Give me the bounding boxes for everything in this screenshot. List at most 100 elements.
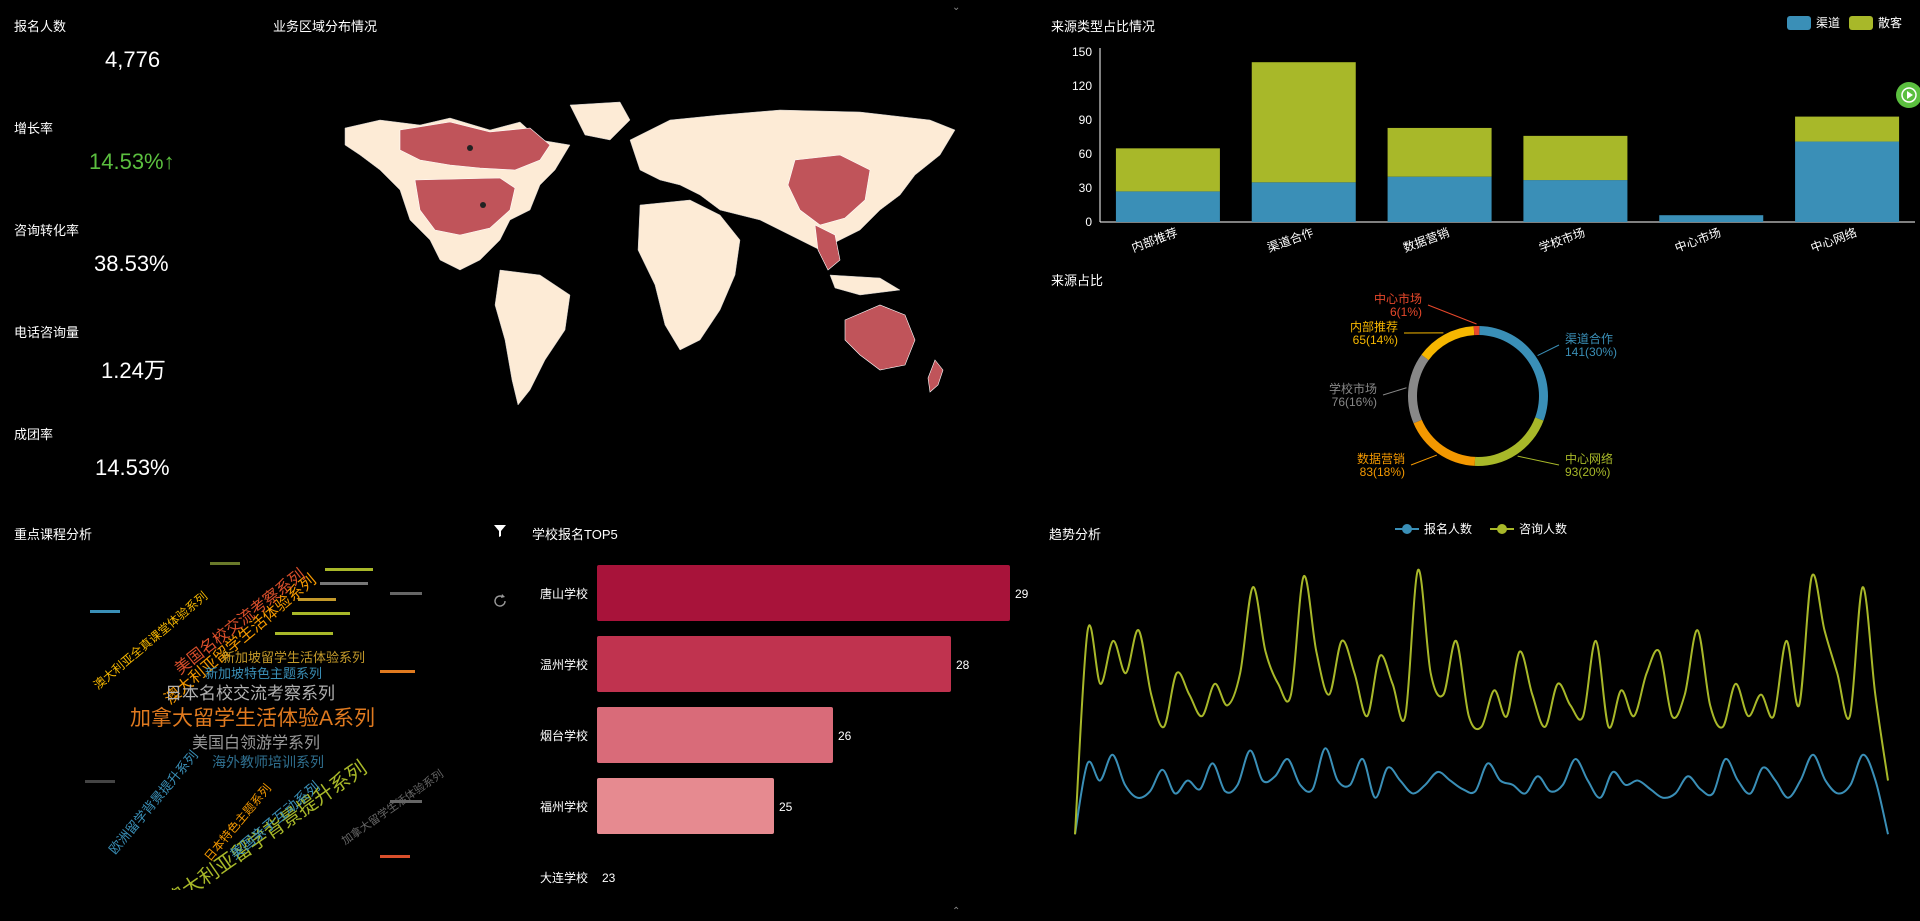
- kpi-label-growth: 增长率: [14, 121, 54, 136]
- y-tick-label: 90: [1079, 113, 1093, 127]
- donut-label-value: 76(16%): [1332, 395, 1377, 409]
- trend-chart: 报名人数 咨询人数: [1074, 521, 1889, 835]
- kpi-label-registrations: 报名人数: [14, 19, 67, 34]
- kpi-value-growth: 14.53%↑: [89, 149, 175, 174]
- legend-label: 渠道: [1816, 16, 1840, 30]
- donut-label-value: 93(20%): [1565, 465, 1610, 479]
- expand-bottom-icon[interactable]: ⌃: [952, 906, 961, 917]
- donut-slice: [1474, 417, 1544, 466]
- top5-value-label: 23: [602, 871, 616, 885]
- bar-segment: [1115, 148, 1220, 192]
- word-cloud-word: 日本名校交流考察系列: [165, 684, 335, 703]
- donut-slice: [1413, 419, 1476, 466]
- word-cloud-word: 新加坡特色主题系列: [205, 666, 322, 681]
- y-tick-label: 30: [1079, 181, 1093, 195]
- kpi-label-conversion: 咨询转化率: [14, 223, 80, 238]
- kpi-label-group-rate: 成团率: [14, 427, 54, 442]
- x-tick-label: 内部推荐: [1129, 225, 1179, 256]
- filter-icon[interactable]: [494, 525, 506, 537]
- map-region-southeast-asia: [814, 224, 841, 271]
- donut-leader-line: [1517, 455, 1560, 466]
- y-tick-label: 150: [1072, 45, 1092, 59]
- legend-swatch: [1787, 16, 1811, 30]
- kpi-value-calls: 1.24万: [101, 358, 166, 383]
- map-region-greenland: [569, 101, 631, 141]
- bar-segment: [1523, 135, 1628, 181]
- source-type-title: 来源类型占比情况: [1051, 19, 1156, 34]
- donut-label-name: 渠道合作: [1565, 331, 1613, 346]
- donut-slice: [1479, 326, 1548, 421]
- donut-label-name: 数据营销: [1357, 451, 1405, 466]
- bar-segment: [1387, 127, 1492, 177]
- trend-title: 趋势分析: [1049, 527, 1102, 542]
- course-analysis-title: 重点课程分析: [14, 527, 93, 542]
- course-word-cloud: 加拿大留学生活体验A系列 澳大利亚留学背景提升系列 澳大利亚留学生活体验系列 美…: [85, 562, 446, 890]
- bar-segment: [1251, 182, 1356, 222]
- bar-segment: [1523, 180, 1628, 222]
- top5-bar: [597, 565, 1010, 621]
- map-region-canada: [399, 121, 551, 171]
- donut-label-name: 内部推荐: [1350, 319, 1398, 334]
- word-cloud-word: 海外教师培训系列: [212, 754, 324, 770]
- donut-label-value: 83(18%): [1360, 465, 1405, 479]
- y-tick-label: 120: [1072, 79, 1092, 93]
- trend-series-line: [1074, 747, 1889, 835]
- top5-value-label: 26: [838, 729, 852, 743]
- top5-category-label: 福州学校: [540, 799, 588, 814]
- bar-segment: [1387, 176, 1492, 222]
- donut-leader-line: [1382, 387, 1407, 396]
- donut-leader-line: [1410, 454, 1437, 466]
- top5-category-label: 烟台学校: [540, 728, 588, 743]
- map-point-canada: [467, 145, 473, 151]
- x-tick-label: 学校市场: [1537, 225, 1587, 256]
- bar-segment: [1659, 215, 1764, 222]
- top5-value-label: 29: [1015, 587, 1029, 601]
- donut-label-name: 中心网络: [1565, 451, 1613, 466]
- x-tick-label: 数据营销: [1401, 225, 1451, 256]
- side-play-button[interactable]: [1896, 82, 1920, 108]
- kpi-value-conversion: 38.53%: [94, 251, 169, 276]
- legend-label: 散客: [1878, 15, 1902, 30]
- refresh-icon[interactable]: [493, 594, 507, 608]
- top5-value-label: 28: [956, 658, 970, 672]
- map-title: 业务区域分布情况: [273, 19, 378, 34]
- donut-label-name: 中心市场: [1374, 291, 1422, 306]
- donut-slice: [1421, 326, 1475, 361]
- donut-leader-line: [1427, 304, 1477, 325]
- top5-category-label: 温州学校: [540, 657, 588, 672]
- donut-label-value: 141(30%): [1565, 345, 1617, 359]
- top5-chart: 唐山学校 29 温州学校 28 烟台学校 26 福州学校 25 大连学校 23: [540, 565, 1029, 885]
- map-region-australia: [844, 304, 916, 371]
- word-cloud-word: 加拿大留学生活体验A系列: [130, 706, 375, 730]
- top5-category-label: 唐山学校: [540, 586, 588, 601]
- legend-marker: [1497, 524, 1507, 534]
- source-type-chart: 0 30 60 90 120 150 内部推荐 渠道合作 数据营销 学校市场 中心市场 中心网络 渠道 散…: [1072, 15, 1915, 256]
- map-point-usa: [480, 202, 486, 208]
- y-tick-label: 0: [1085, 215, 1092, 229]
- word-cloud-word: 美国白领游学系列: [192, 734, 320, 752]
- top5-bar: [597, 707, 833, 763]
- donut-label-value: 65(14%): [1353, 333, 1398, 347]
- x-tick-label: 中心市场: [1673, 225, 1723, 256]
- source-pie-title: 来源占比: [1051, 273, 1104, 288]
- word-cloud-word: 欧洲留学背景提升系列: [106, 748, 201, 857]
- word-cloud-word: 新加坡留学生活体验系列: [222, 650, 365, 665]
- kpi-value-group-rate: 14.53%: [95, 455, 170, 480]
- collapse-top-icon[interactable]: ⌄: [952, 2, 961, 13]
- x-tick-label: 渠道合作: [1265, 225, 1315, 256]
- donut-slice: [1473, 326, 1480, 336]
- play-icon: [1901, 87, 1917, 103]
- world-map[interactable]: [340, 100, 960, 420]
- legend-label: 咨询人数: [1519, 521, 1567, 536]
- map-region-africa: [637, 199, 741, 351]
- trend-series-line: [1074, 569, 1889, 835]
- donut-label-value: 6(1%): [1390, 305, 1422, 319]
- map-region-indonesia: [829, 274, 901, 296]
- map-region-south-america: [494, 269, 571, 406]
- top5-title: 学校报名TOP5: [532, 527, 618, 542]
- bar-segment: [1115, 191, 1220, 222]
- x-tick-label: 中心网络: [1808, 225, 1858, 256]
- top5-bar: [597, 778, 774, 834]
- top5-value-label: 25: [779, 800, 793, 814]
